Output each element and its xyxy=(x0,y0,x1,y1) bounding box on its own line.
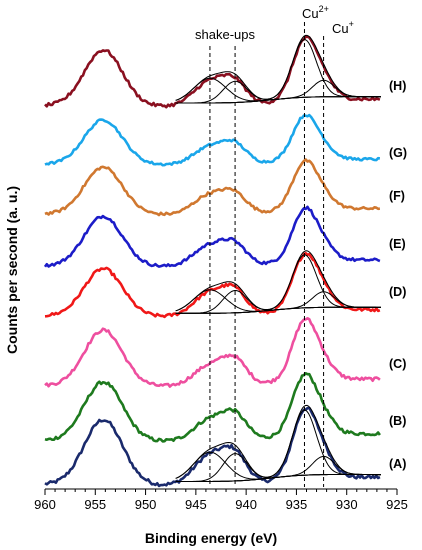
series-h: (H) xyxy=(44,34,406,109)
series-label-h: (H) xyxy=(389,79,406,93)
x-tick-label: 925 xyxy=(386,497,408,512)
series-label-a: (A) xyxy=(389,457,406,471)
series-c: (C) xyxy=(44,317,406,388)
series-b: (B) xyxy=(44,372,406,443)
annotation-cu2plus: Cu2+ xyxy=(302,4,329,21)
x-tick-label: 935 xyxy=(286,497,308,512)
series-a: (A) xyxy=(44,404,406,488)
annotation-cuplus: Cu+ xyxy=(332,19,354,36)
series-d: (D) xyxy=(44,250,406,319)
fit-envelope xyxy=(175,404,381,479)
series-g: (G) xyxy=(44,113,407,167)
plot-area: (A) (B) (C) (D) (E) (F) (G) (H) xyxy=(43,22,407,488)
series-label-d: (D) xyxy=(389,285,406,299)
y-axis-title: Counts per second (a. u.) xyxy=(4,186,20,354)
series-line-f xyxy=(44,158,380,217)
annotation-shake-ups: shake-ups xyxy=(195,27,255,42)
series-label-e: (E) xyxy=(389,237,406,251)
series-f: (F) xyxy=(44,158,405,217)
x-tick-label: 955 xyxy=(84,497,106,512)
series-line-g xyxy=(44,113,381,167)
series-label-f: (F) xyxy=(389,189,405,203)
series-label-g: (G) xyxy=(389,146,407,160)
series-line-c xyxy=(44,317,381,388)
x-tick-label: 945 xyxy=(185,497,207,512)
series-line-e xyxy=(43,205,381,268)
series-line-a xyxy=(44,406,381,488)
series-label-c: (C) xyxy=(389,357,406,371)
series-label-b: (B) xyxy=(389,414,406,428)
x-tick-label: 930 xyxy=(336,497,358,512)
series-e: (E) xyxy=(43,205,406,268)
fit-envelope xyxy=(175,34,381,101)
series-line-d xyxy=(44,251,381,319)
x-tick-label: 960 xyxy=(34,497,56,512)
series-line-b xyxy=(44,372,381,443)
x-tick-label: 940 xyxy=(235,497,257,512)
x-axis-title: Binding energy (eV) xyxy=(145,530,277,546)
x-tick-label: 950 xyxy=(135,497,157,512)
fit-component xyxy=(175,291,381,314)
x-axis: 960 955 950 945 940 935 930 925 xyxy=(34,488,408,512)
